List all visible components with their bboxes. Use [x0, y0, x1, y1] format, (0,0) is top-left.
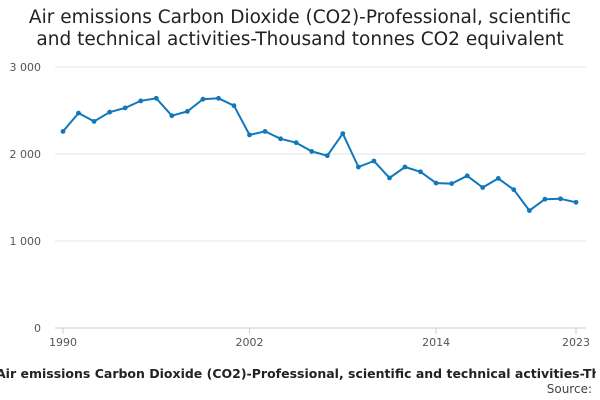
data-point	[91, 119, 97, 124]
data-point	[402, 164, 408, 170]
chart-title-line-1: Air emissions Carbon Dioxide (CO2)-Profe…	[28, 7, 572, 28]
data-point	[324, 153, 330, 159]
data-point	[107, 109, 112, 115]
data-point	[309, 149, 315, 154]
data-point	[216, 95, 221, 101]
data-point	[511, 187, 517, 193]
data-point	[542, 196, 548, 202]
data-point	[262, 129, 268, 134]
data-point	[387, 175, 392, 181]
y-tick-label: 3 000	[10, 61, 42, 74]
data-point	[122, 105, 128, 111]
data-point	[153, 95, 159, 101]
legend-series-label: Air emissions Carbon Dioxide (CO2)-Profe…	[0, 366, 596, 381]
data-point	[293, 140, 299, 146]
data-point	[169, 113, 175, 119]
data-point	[60, 129, 66, 134]
y-tick-label: 1 000	[10, 235, 42, 248]
data-point	[185, 109, 190, 114]
data-point	[356, 164, 361, 170]
y-tick-label: 0	[34, 322, 41, 335]
data-point	[138, 98, 144, 104]
data-point	[231, 103, 237, 109]
x-tick-label: 2014	[422, 336, 450, 349]
data-point	[433, 180, 439, 186]
x-tick-label: 1990	[49, 336, 77, 349]
data-point	[76, 110, 81, 116]
data-point	[371, 158, 377, 164]
data-point	[527, 208, 532, 214]
data-point	[449, 181, 454, 187]
data-point	[418, 169, 423, 175]
chart-title: Air emissions Carbon Dioxide (CO2)-Profe…	[0, 7, 600, 51]
y-tick-label: 2 000	[10, 148, 42, 161]
data-point	[278, 136, 283, 142]
series-line	[62, 97, 577, 212]
source-label: Source:	[546, 382, 592, 396]
data-point	[464, 173, 470, 179]
data-point	[495, 176, 501, 181]
data-point	[200, 96, 206, 102]
data-point	[558, 196, 563, 202]
data-point	[573, 199, 579, 205]
x-tick-label: 2002	[236, 336, 264, 349]
data-point	[247, 132, 252, 138]
data-point	[340, 131, 346, 137]
data-point	[480, 185, 486, 190]
chart-title-line-2: and technical activities-Thousand tonnes…	[36, 29, 564, 50]
x-tick-label: 2023	[562, 336, 590, 349]
